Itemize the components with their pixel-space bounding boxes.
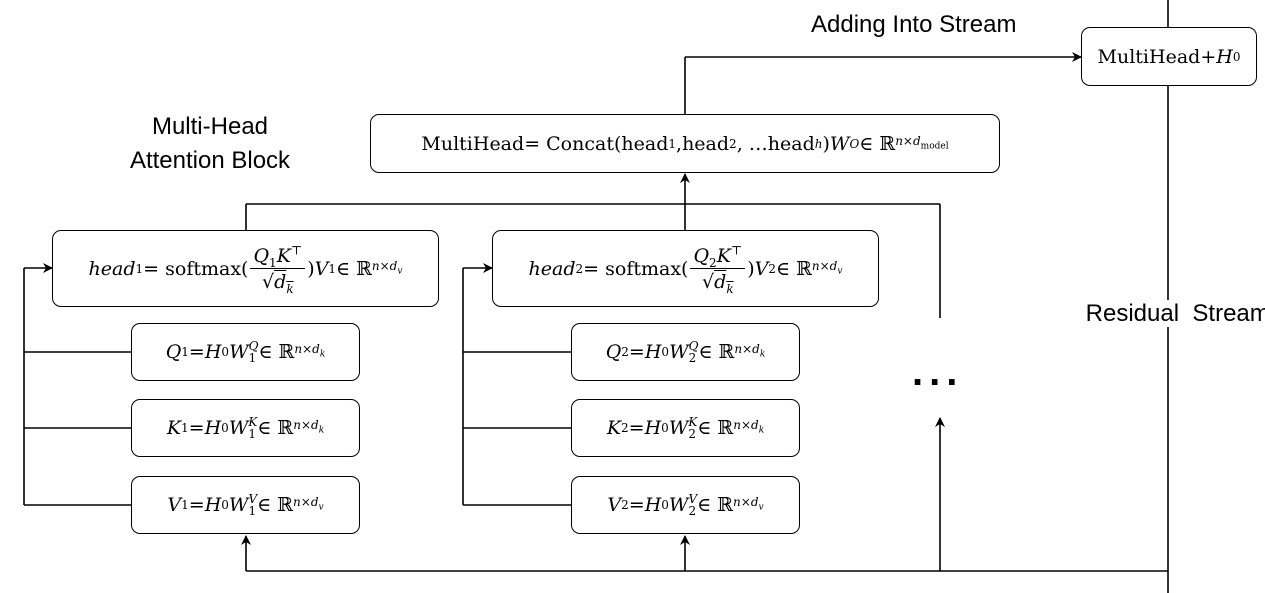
residual-stream-label: Residual Stream — [1059, 263, 1265, 364]
multihead-concat-box: MultiHead = Concat(head 1, head 2, … head h… — [370, 114, 1000, 173]
multi-head-attention-label: Multi-Head Attention Block — [129, 113, 291, 174]
ellipsis-more-heads: ... — [912, 350, 964, 394]
adding-into-stream-label: Adding Into Stream — [811, 11, 1017, 38]
